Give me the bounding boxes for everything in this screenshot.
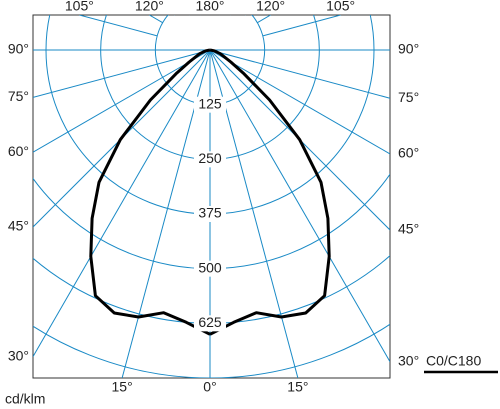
angle-tick-label: 0° <box>203 379 216 395</box>
angle-tick-label: 90° <box>8 41 29 57</box>
grid-line <box>245 15 246 16</box>
grid-line <box>262 15 341 37</box>
angle-tick-label: 105° <box>65 0 94 14</box>
angle-tick-label: 60° <box>398 145 419 161</box>
angle-tick-label: 75° <box>398 89 419 105</box>
angle-tick-label: 120° <box>256 0 285 14</box>
tick-label-bg <box>194 96 226 113</box>
angle-tick-label: 45° <box>8 218 29 234</box>
angle-tick-label: 30° <box>398 352 419 368</box>
tick-label-bg <box>194 206 226 222</box>
angle-tick-label: 105° <box>326 0 355 14</box>
unit-label: cd/klm <box>5 391 45 407</box>
r-tick-label: 125 <box>198 95 222 111</box>
angle-tick-label: 90° <box>398 41 419 57</box>
angle-tick-label: 15° <box>112 379 133 395</box>
r-tick-label: 625 <box>198 314 222 330</box>
tick-label-bg <box>194 315 226 332</box>
grid-circle <box>33 323 390 378</box>
r-tick-label: 250 <box>198 150 222 166</box>
angle-tick-label: 30° <box>8 347 29 363</box>
grid-line <box>174 15 175 16</box>
legend-label: C0/C180 <box>426 353 481 369</box>
grid-line <box>33 49 211 357</box>
grid-line <box>79 15 158 37</box>
curves <box>89 48 331 336</box>
intensity-curve <box>209 48 331 336</box>
angle-tick-label: 45° <box>398 221 419 237</box>
angle-tick-label: 75° <box>8 88 29 104</box>
tick-label-bg <box>194 260 226 277</box>
angle-tick-label: 60° <box>8 143 29 159</box>
r-tick-label: 500 <box>198 259 222 275</box>
grid-line <box>149 15 163 24</box>
tick-label-bg <box>194 151 226 168</box>
grid-line <box>33 49 211 98</box>
grid-line <box>209 49 390 363</box>
angle-tick-label: 120° <box>135 0 164 14</box>
grid-line <box>209 49 390 155</box>
angle-tick-label: 15° <box>287 379 308 395</box>
grid-line <box>230 15 231 16</box>
grid-line <box>257 15 271 24</box>
grid-line <box>209 49 390 99</box>
grid-line <box>189 15 190 16</box>
angle-tick-label: 180° <box>196 0 225 14</box>
grid <box>33 15 390 378</box>
grid-line <box>33 49 211 153</box>
intensity-curve <box>89 48 211 336</box>
r-tick-label: 375 <box>198 205 222 221</box>
